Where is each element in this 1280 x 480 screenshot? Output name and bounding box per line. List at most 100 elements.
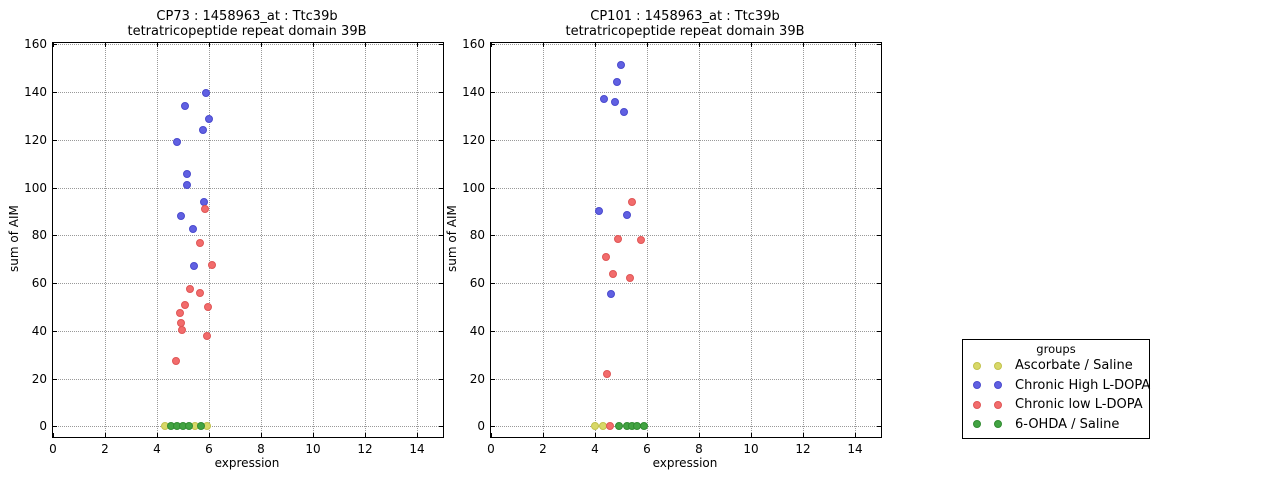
legend-label: Ascorbate / Saline xyxy=(1015,358,1133,374)
tick-mark xyxy=(491,283,495,285)
y-tick-label: 20 xyxy=(31,371,47,386)
point-chronic-low-l-dopa xyxy=(180,300,189,309)
plot-cp73-axes: 0 2 4 6 8 10 12 14 0 20 40 60 80 100 120 140 160 xyxy=(24,37,444,456)
plot1-title: CP73 : 1458963_at : Ttc39b xyxy=(156,9,338,24)
point-chronic-high-l-dopa xyxy=(612,78,621,87)
x-tick-label: 0 xyxy=(487,442,495,456)
y-tick-label: 20 xyxy=(469,371,485,386)
y-tick-label: 120 xyxy=(24,132,47,147)
point-chronic-high-l-dopa xyxy=(176,212,185,221)
y-tick-label: 60 xyxy=(469,276,485,291)
tick-mark xyxy=(53,378,57,380)
gridline-horizontal xyxy=(53,139,443,141)
tick-mark xyxy=(439,44,443,46)
point-chronic-low-l-dopa xyxy=(196,288,205,297)
plot2-title: CP101 : 1458963_at : Ttc39b xyxy=(590,9,780,24)
point-6-ohda-saline xyxy=(196,422,205,431)
legend-entry-ascorbate-saline: Ascorbate / Saline xyxy=(963,356,1149,376)
tick-mark xyxy=(365,433,366,437)
y-tick-label: 140 xyxy=(24,84,47,99)
tick-mark xyxy=(877,187,881,189)
gridline-horizontal xyxy=(491,283,881,285)
point-chronic-high-l-dopa xyxy=(183,181,192,190)
tick-mark xyxy=(699,433,700,437)
legend-marker-chronic-low-l-dopa xyxy=(973,400,981,409)
y-tick-label: 40 xyxy=(31,323,47,338)
tick-mark xyxy=(439,187,443,189)
tick-mark xyxy=(751,433,752,437)
tick-mark xyxy=(877,426,881,428)
plot2-subtitle: tetratricopeptide repeat domain 39B xyxy=(565,24,805,39)
gridline-horizontal xyxy=(491,139,881,141)
x-tick-label: 12 xyxy=(795,442,811,456)
tick-mark xyxy=(491,91,495,93)
tick-mark xyxy=(877,44,881,46)
x-tick-label: 12 xyxy=(357,442,373,456)
y-tick-label: 160 xyxy=(462,37,485,52)
y-tick-label: 60 xyxy=(31,276,47,291)
x-tick-label: 8 xyxy=(695,442,703,456)
gridline-horizontal xyxy=(53,187,443,189)
gridline-vertical xyxy=(105,43,106,437)
tick-mark xyxy=(491,187,495,189)
tick-mark xyxy=(877,378,881,380)
y-tick-label: 100 xyxy=(462,180,485,195)
point-chronic-low-l-dopa xyxy=(627,197,636,206)
legend-marker-6-ohda-saline xyxy=(994,420,1002,429)
y-tick-label: 0 xyxy=(39,419,47,434)
tick-mark xyxy=(53,139,57,141)
tick-mark xyxy=(439,426,443,428)
gridline-horizontal xyxy=(491,330,881,332)
point-chronic-high-l-dopa xyxy=(188,225,197,234)
tick-mark xyxy=(439,330,443,332)
tick-mark xyxy=(877,139,881,141)
x-tick-label: 4 xyxy=(153,442,161,456)
point-chronic-high-l-dopa xyxy=(622,211,631,220)
point-chronic-high-l-dopa xyxy=(205,115,213,124)
point-chronic-low-l-dopa xyxy=(637,236,646,245)
tick-mark xyxy=(53,44,57,46)
legend-label: Chronic low L-DOPA xyxy=(1015,397,1143,413)
gridline-vertical xyxy=(209,43,210,437)
point-chronic-low-l-dopa xyxy=(204,303,213,312)
tick-mark xyxy=(491,139,495,141)
tick-mark xyxy=(877,91,881,93)
point-chronic-low-l-dopa xyxy=(178,325,187,334)
x-tick-label: 2 xyxy=(101,442,109,456)
tick-mark xyxy=(439,378,443,380)
point-chronic-high-l-dopa xyxy=(199,126,208,135)
y-tick-label: 140 xyxy=(462,84,485,99)
tick-mark xyxy=(439,91,443,93)
point-chronic-low-l-dopa xyxy=(614,234,623,243)
y-tick-label: 120 xyxy=(462,132,485,147)
gridline-vertical xyxy=(261,43,262,437)
gridline-vertical xyxy=(595,43,596,437)
point-chronic-low-l-dopa xyxy=(605,422,614,431)
gridline-vertical xyxy=(855,43,856,437)
y-tick-label: 80 xyxy=(469,228,485,243)
gridline-horizontal xyxy=(491,91,881,93)
tick-mark xyxy=(157,433,158,437)
tick-mark xyxy=(803,433,804,437)
gridline-vertical xyxy=(157,43,158,437)
legend-label: 6-OHDA / Saline xyxy=(1015,416,1120,432)
gridline-vertical xyxy=(365,43,366,437)
point-chronic-low-l-dopa xyxy=(200,205,209,214)
tick-mark xyxy=(417,433,418,437)
gridline-horizontal xyxy=(53,283,443,285)
gridline-horizontal xyxy=(491,235,881,237)
gridline-horizontal xyxy=(491,187,881,189)
point-chronic-low-l-dopa xyxy=(626,274,635,283)
tick-mark xyxy=(53,330,57,332)
tick-mark xyxy=(439,235,443,237)
point-6-ohda-saline xyxy=(184,422,193,431)
x-tick-label: 2 xyxy=(539,442,547,456)
gridline-vertical xyxy=(699,43,700,437)
legend-marker-ascorbate-saline xyxy=(994,361,1002,370)
gridline-vertical xyxy=(417,43,418,437)
x-tick-label: 4 xyxy=(591,442,599,456)
legend-marker-chronic-low-l-dopa xyxy=(994,400,1002,409)
point-chronic-low-l-dopa xyxy=(176,308,185,317)
point-chronic-high-l-dopa xyxy=(616,60,625,69)
